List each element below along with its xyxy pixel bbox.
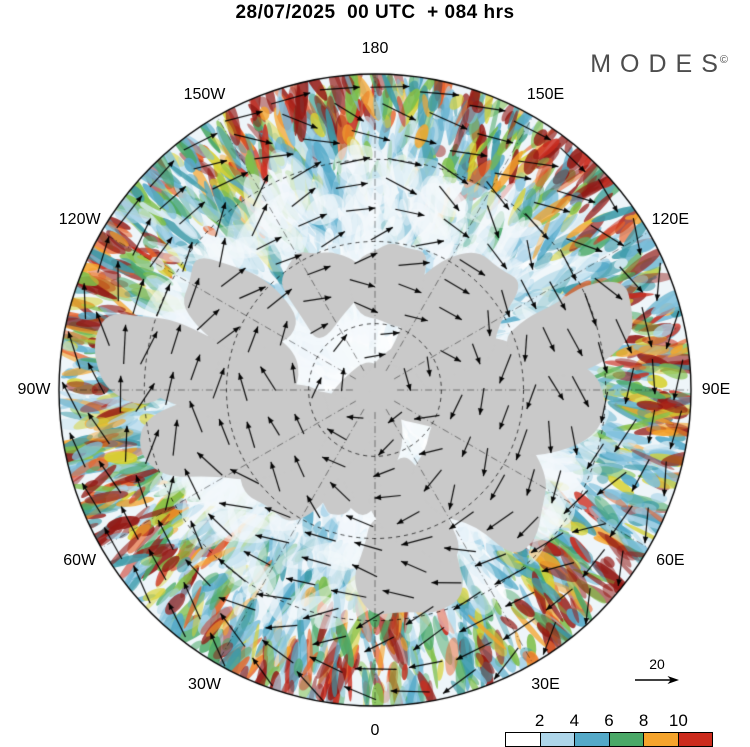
colorbar-segment-2 <box>575 733 610 746</box>
longitude-label-120W: 120W <box>58 210 101 228</box>
colorbar: 2 4 6 8 10 <box>505 710 713 747</box>
reference-vector-value: 20 <box>649 656 665 672</box>
colorbar-segment-1 <box>540 733 575 746</box>
longitude-label-180: 180 <box>361 40 389 57</box>
longitude-label-90E: 90E <box>701 381 731 398</box>
colorbar-tick-2: 2 <box>534 711 545 730</box>
longitude-label-90W: 90W <box>17 381 51 398</box>
reference-vector: 20 <box>631 656 683 691</box>
colorbar-segment-4 <box>644 733 679 746</box>
colorbar-tick-6: 6 <box>604 711 614 730</box>
colorbar-segment-5 <box>678 733 712 746</box>
longitude-label-0: 0 <box>370 722 380 739</box>
longitude-label-30E: 30E <box>531 676 560 694</box>
colorbar-tick-10: 10 <box>668 711 688 730</box>
colorbar-tick-4: 4 <box>569 711 580 730</box>
reference-arrow-icon <box>635 676 679 684</box>
colorbar-tick-8: 8 <box>638 711 649 730</box>
colorbar-tick-labels: 2 4 6 8 10 <box>505 710 713 732</box>
longitude-label-150E: 150E <box>526 85 565 103</box>
longitude-label-60W: 60W <box>63 551 97 569</box>
colorbar-segment-0 <box>506 733 541 746</box>
longitude-label-150W: 150W <box>183 85 226 103</box>
colorbar-bar <box>505 732 713 747</box>
longitude-label-120E: 120E <box>651 210 689 228</box>
longitude-label-30W: 30W <box>188 676 221 694</box>
longitude-label-60E: 60E <box>656 551 685 569</box>
colorbar-segment-3 <box>609 733 644 746</box>
